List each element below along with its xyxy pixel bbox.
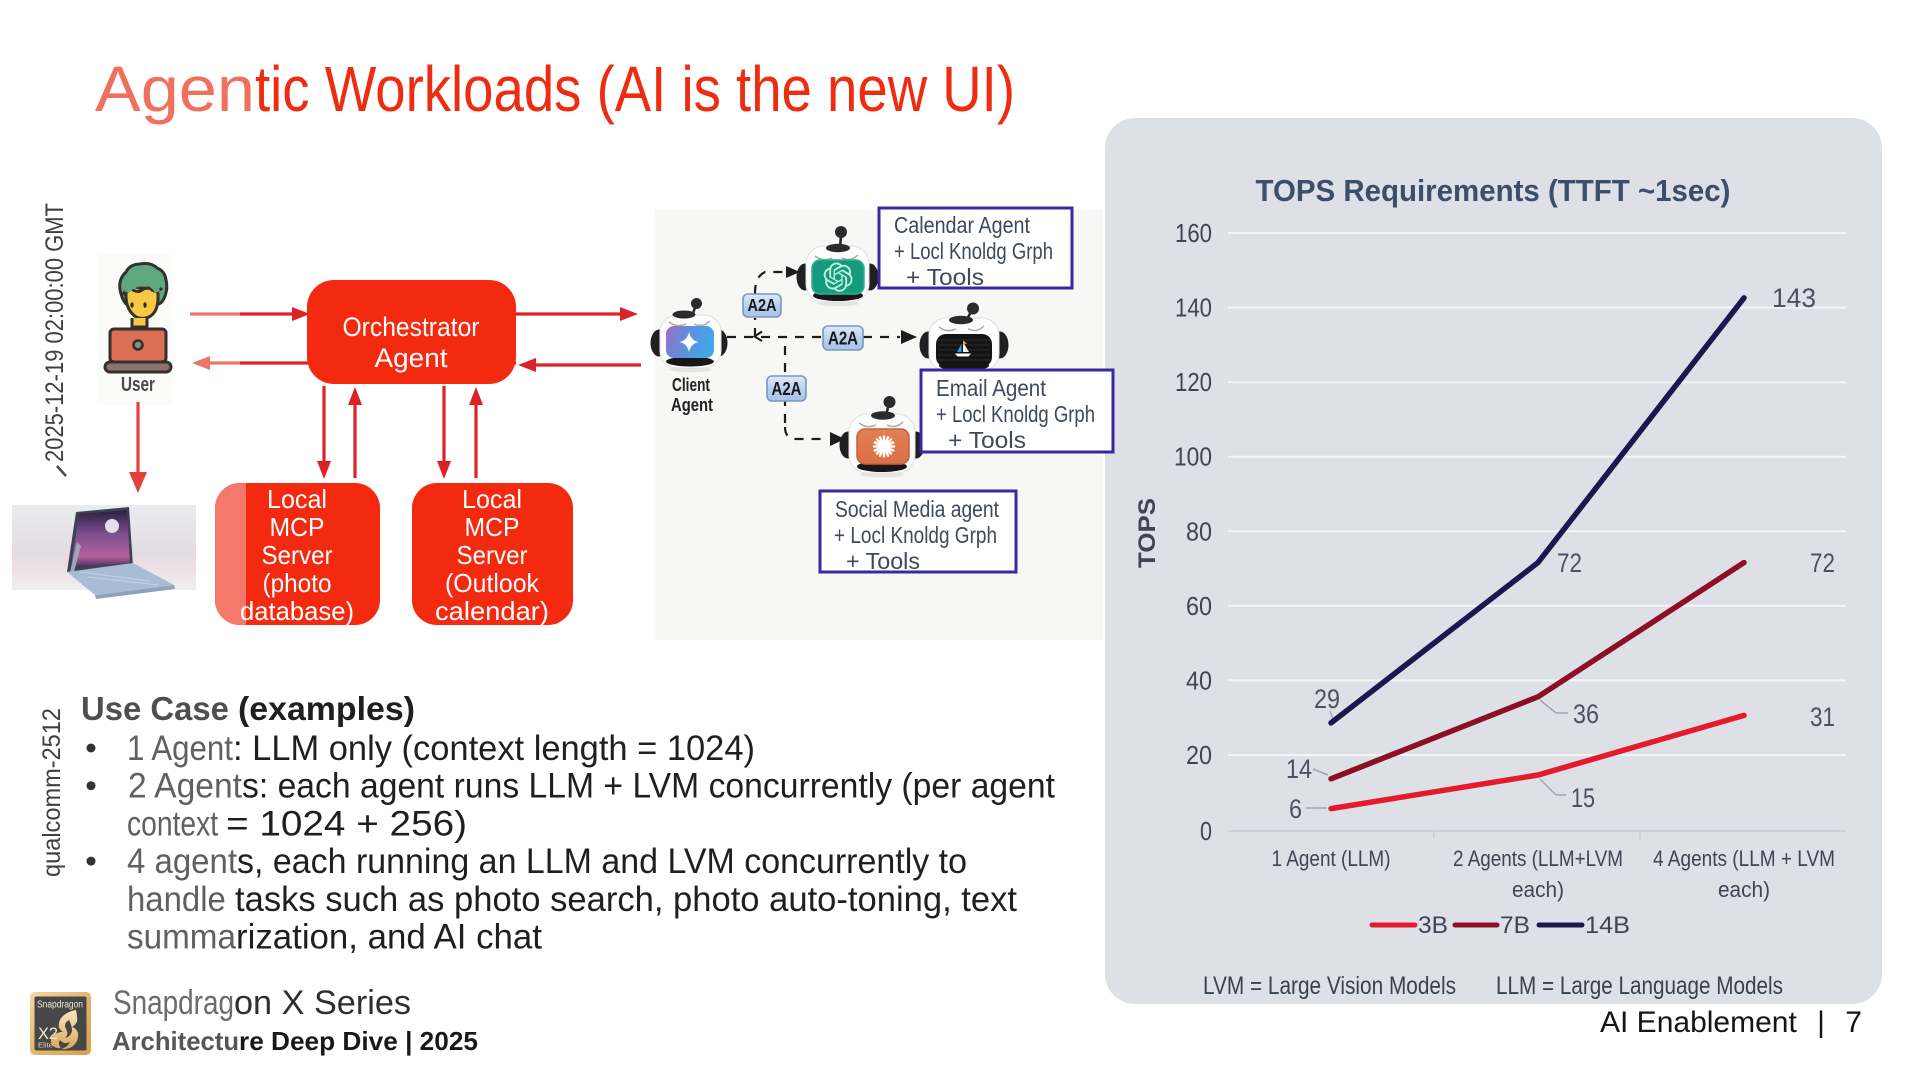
svg-text:Local: Local <box>267 484 327 514</box>
svg-text:1 Agent: LLM only (context len: 1 Agent: LLM only (context length = 1024… <box>127 729 755 768</box>
svg-text:Snapdragon X Series: Snapdragon X Series <box>113 984 411 1022</box>
svg-text:143: 143 <box>1772 283 1816 313</box>
svg-text:140: 140 <box>1175 293 1212 323</box>
svg-text:160: 160 <box>1175 218 1212 248</box>
svg-text:each): each) <box>1512 877 1564 902</box>
svg-text:72: 72 <box>1810 548 1835 578</box>
svg-text:TOPS Requirements (TTFT ~1sec): TOPS Requirements (TTFT ~1sec) <box>1256 173 1731 208</box>
svg-text:+ Locl Knoldg Grph: + Locl Knoldg Grph <box>894 238 1053 264</box>
svg-text:LVM = Large Vision Models: LVM = Large Vision Models <box>1203 972 1456 1000</box>
svg-text:4 Agents (LLM + LVM: 4 Agents (LLM + LVM <box>1653 846 1835 871</box>
svg-text:14: 14 <box>1286 754 1312 784</box>
svg-text:handle tasks such as photo sea: handle tasks such as photo search, photo… <box>127 880 1017 919</box>
svg-text:summarization, and AI chat: summarization, and AI chat <box>127 918 542 957</box>
svg-text:4 agents, each running an LLM: 4 agents, each running an LLM and LVM co… <box>127 842 967 881</box>
svg-text:Use Case (examples): Use Case (examples) <box>81 690 415 727</box>
svg-text:Architecture Deep Dive | 2025: Architecture Deep Dive | 2025 <box>112 1026 478 1056</box>
svg-text:+ Locl Knoldg Grph: + Locl Knoldg Grph <box>936 401 1095 427</box>
svg-text:1 Agent (LLM): 1 Agent (LLM) <box>1272 846 1391 871</box>
svg-text:15: 15 <box>1571 783 1595 813</box>
svg-text:Server: Server <box>262 540 333 570</box>
svg-text:Client: Client <box>672 375 710 395</box>
svg-text:29: 29 <box>1314 684 1340 714</box>
svg-text:6: 6 <box>1289 794 1302 824</box>
svg-text:each): each) <box>1718 877 1770 902</box>
svg-text:2 Agents (LLM+LVM: 2 Agents (LLM+LVM <box>1453 846 1623 871</box>
svg-text:A2A: A2A <box>772 379 802 399</box>
svg-text:X2: X2 <box>38 1024 58 1043</box>
svg-text:31: 31 <box>1810 702 1835 732</box>
svg-text:20: 20 <box>1186 740 1212 770</box>
svg-text:Snapdragon: Snapdragon <box>37 1000 83 1011</box>
svg-text:72: 72 <box>1557 548 1582 578</box>
svg-text:AI Enablement | 7: AI Enablement | 7 <box>1600 1006 1862 1039</box>
svg-text:120: 120 <box>1175 367 1212 397</box>
svg-text:80: 80 <box>1186 516 1212 546</box>
svg-text:Agent: Agent <box>375 343 449 373</box>
svg-text:Social Media agent: Social Media agent <box>835 496 999 522</box>
svg-text:100: 100 <box>1174 442 1212 472</box>
svg-text:User: User <box>121 374 155 396</box>
svg-text:TOPS: TOPS <box>1134 498 1161 568</box>
svg-text:7B: 7B <box>1500 912 1530 939</box>
svg-text:14B: 14B <box>1585 912 1630 939</box>
svg-text:database): database) <box>240 596 354 626</box>
svg-text:Local: Local <box>462 484 522 514</box>
svg-text:3B: 3B <box>1418 912 1448 939</box>
svg-text:qualcomm-2512: qualcomm-2512 <box>38 708 66 877</box>
svg-text:Orchestrator: Orchestrator <box>343 312 480 342</box>
svg-text:+ Tools: + Tools <box>948 427 1026 453</box>
svg-text:context = 1024 + 256): context = 1024 + 256) <box>127 804 467 843</box>
svg-text:36: 36 <box>1573 699 1599 729</box>
svg-text:(Outlook: (Outlook <box>445 568 540 598</box>
svg-text:2025-12-19 02:00:00 GMT: 2025-12-19 02:00:00 GMT <box>41 203 69 462</box>
svg-text:+ Tools: + Tools <box>846 548 920 574</box>
svg-text:+ Tools: + Tools <box>906 264 984 290</box>
svg-text:Agentic Workloads (AI is the n: Agentic Workloads (AI is the new UI) <box>95 53 1015 125</box>
svg-text:40: 40 <box>1186 665 1212 695</box>
svg-text:A2A: A2A <box>748 295 777 315</box>
svg-text:(photo: (photo <box>263 568 332 598</box>
svg-text:LLM = Large Language Models: LLM = Large Language Models <box>1496 972 1783 1000</box>
svg-text:0: 0 <box>1200 816 1212 846</box>
svg-text:MCP: MCP <box>465 512 520 542</box>
svg-text:Email Agent: Email Agent <box>936 375 1046 401</box>
svg-text:60: 60 <box>1186 591 1212 621</box>
svg-text:MCP: MCP <box>270 512 325 542</box>
svg-text:Calendar Agent: Calendar Agent <box>894 212 1030 238</box>
svg-text:Agent: Agent <box>671 395 713 415</box>
svg-text:calendar): calendar) <box>435 596 549 626</box>
svg-text:+ Locl Knoldg Grph: + Locl Knoldg Grph <box>834 522 997 548</box>
svg-text:A2A: A2A <box>828 329 858 349</box>
svg-text:Elite: Elite <box>38 1041 53 1050</box>
svg-text:Server: Server <box>457 540 528 570</box>
svg-text:2 Agents: each agent runs LLM: 2 Agents: each agent runs LLM + LVM conc… <box>128 767 1055 806</box>
